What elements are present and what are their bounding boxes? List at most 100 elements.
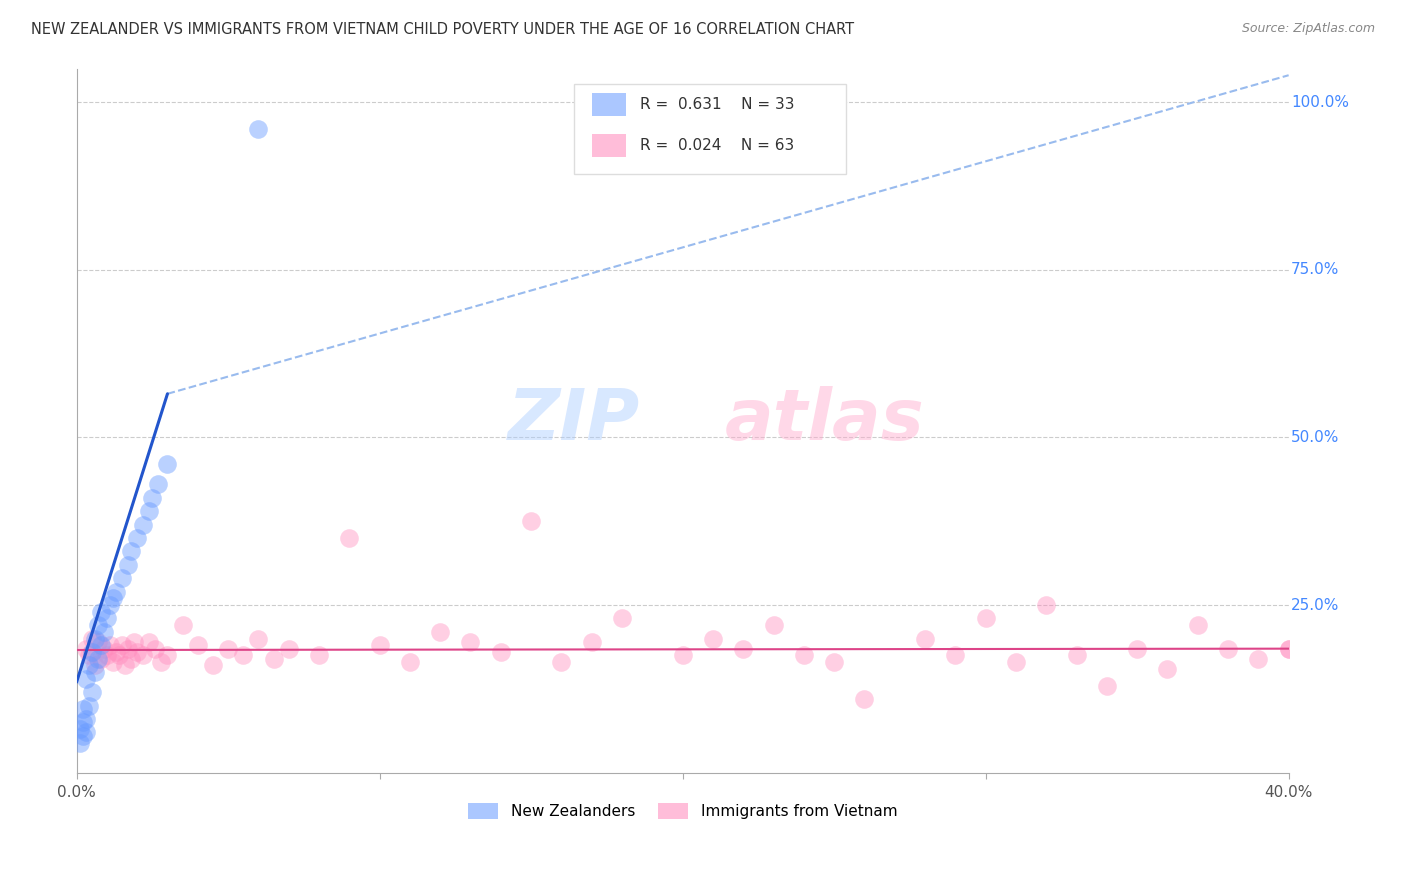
Text: 75.0%: 75.0% — [1291, 262, 1340, 277]
Text: R =  0.024    N = 63: R = 0.024 N = 63 — [640, 137, 794, 153]
Point — [114, 658, 136, 673]
Point — [1216, 641, 1239, 656]
Point — [277, 641, 299, 656]
Bar — [592, 134, 626, 157]
Point — [98, 598, 121, 612]
Point — [75, 641, 97, 656]
Text: 100.0%: 100.0% — [1291, 95, 1350, 110]
Point — [90, 605, 112, 619]
Point — [702, 632, 724, 646]
Point — [75, 712, 97, 726]
Text: ZIP: ZIP — [508, 386, 640, 455]
Point — [1035, 598, 1057, 612]
Point — [671, 648, 693, 663]
Point — [217, 641, 239, 656]
Text: Source: ZipAtlas.com: Source: ZipAtlas.com — [1241, 22, 1375, 36]
Point — [90, 638, 112, 652]
Point — [1156, 662, 1178, 676]
Point — [201, 658, 224, 673]
Point — [263, 651, 285, 665]
Point — [1066, 648, 1088, 663]
Text: R =  0.631    N = 33: R = 0.631 N = 33 — [640, 97, 794, 112]
Point — [1095, 679, 1118, 693]
Point — [96, 611, 118, 625]
Point — [793, 648, 815, 663]
Point — [399, 655, 422, 669]
Point — [148, 477, 170, 491]
Point — [69, 735, 91, 749]
Point — [98, 638, 121, 652]
Point — [80, 632, 103, 646]
Point — [1187, 618, 1209, 632]
Point — [93, 624, 115, 639]
Point — [72, 729, 94, 743]
Point — [87, 618, 110, 632]
Point — [132, 517, 155, 532]
Point — [90, 651, 112, 665]
Point — [141, 491, 163, 505]
Text: atlas: atlas — [725, 386, 925, 455]
Point — [308, 648, 330, 663]
Point — [132, 648, 155, 663]
Bar — [592, 93, 626, 116]
Point — [232, 648, 254, 663]
Text: 50.0%: 50.0% — [1291, 430, 1340, 445]
Point — [489, 645, 512, 659]
Text: NEW ZEALANDER VS IMMIGRANTS FROM VIETNAM CHILD POVERTY UNDER THE AGE OF 16 CORRE: NEW ZEALANDER VS IMMIGRANTS FROM VIETNAM… — [31, 22, 853, 37]
Point — [823, 655, 845, 669]
Point — [581, 635, 603, 649]
Point — [72, 715, 94, 730]
Point — [187, 638, 209, 652]
Point — [122, 635, 145, 649]
Point — [156, 457, 179, 471]
Point — [83, 632, 105, 646]
Point — [247, 121, 270, 136]
Point — [138, 635, 160, 649]
Point — [1126, 641, 1149, 656]
Legend: New Zealanders, Immigrants from Vietnam: New Zealanders, Immigrants from Vietnam — [461, 797, 904, 825]
Point — [520, 514, 543, 528]
Point — [77, 648, 100, 663]
Point — [83, 658, 105, 673]
Point — [75, 672, 97, 686]
Point — [80, 645, 103, 659]
Point — [429, 624, 451, 639]
Point — [143, 641, 166, 656]
Point — [733, 641, 755, 656]
Point — [93, 641, 115, 656]
Text: 25.0%: 25.0% — [1291, 598, 1340, 613]
Point — [853, 692, 876, 706]
Point — [104, 584, 127, 599]
Point — [1278, 641, 1301, 656]
Point — [1247, 651, 1270, 665]
Point — [172, 618, 194, 632]
Point — [117, 641, 139, 656]
Point — [72, 702, 94, 716]
Point — [1278, 641, 1301, 656]
Point — [1005, 655, 1028, 669]
Point — [117, 558, 139, 572]
Point — [83, 665, 105, 680]
Point — [120, 651, 142, 665]
Point — [943, 648, 966, 663]
Point — [101, 655, 124, 669]
Point — [104, 645, 127, 659]
Point — [550, 655, 572, 669]
Point — [77, 698, 100, 713]
Point — [80, 685, 103, 699]
Point — [111, 571, 134, 585]
Point — [368, 638, 391, 652]
Point — [762, 618, 785, 632]
Point — [120, 544, 142, 558]
Point — [87, 651, 110, 665]
Point — [127, 645, 149, 659]
Point — [69, 722, 91, 736]
Point — [337, 531, 360, 545]
Point — [974, 611, 997, 625]
Point — [610, 611, 633, 625]
Point — [247, 632, 270, 646]
Point — [914, 632, 936, 646]
Point — [108, 648, 131, 663]
Point — [127, 531, 149, 545]
FancyBboxPatch shape — [574, 84, 846, 174]
